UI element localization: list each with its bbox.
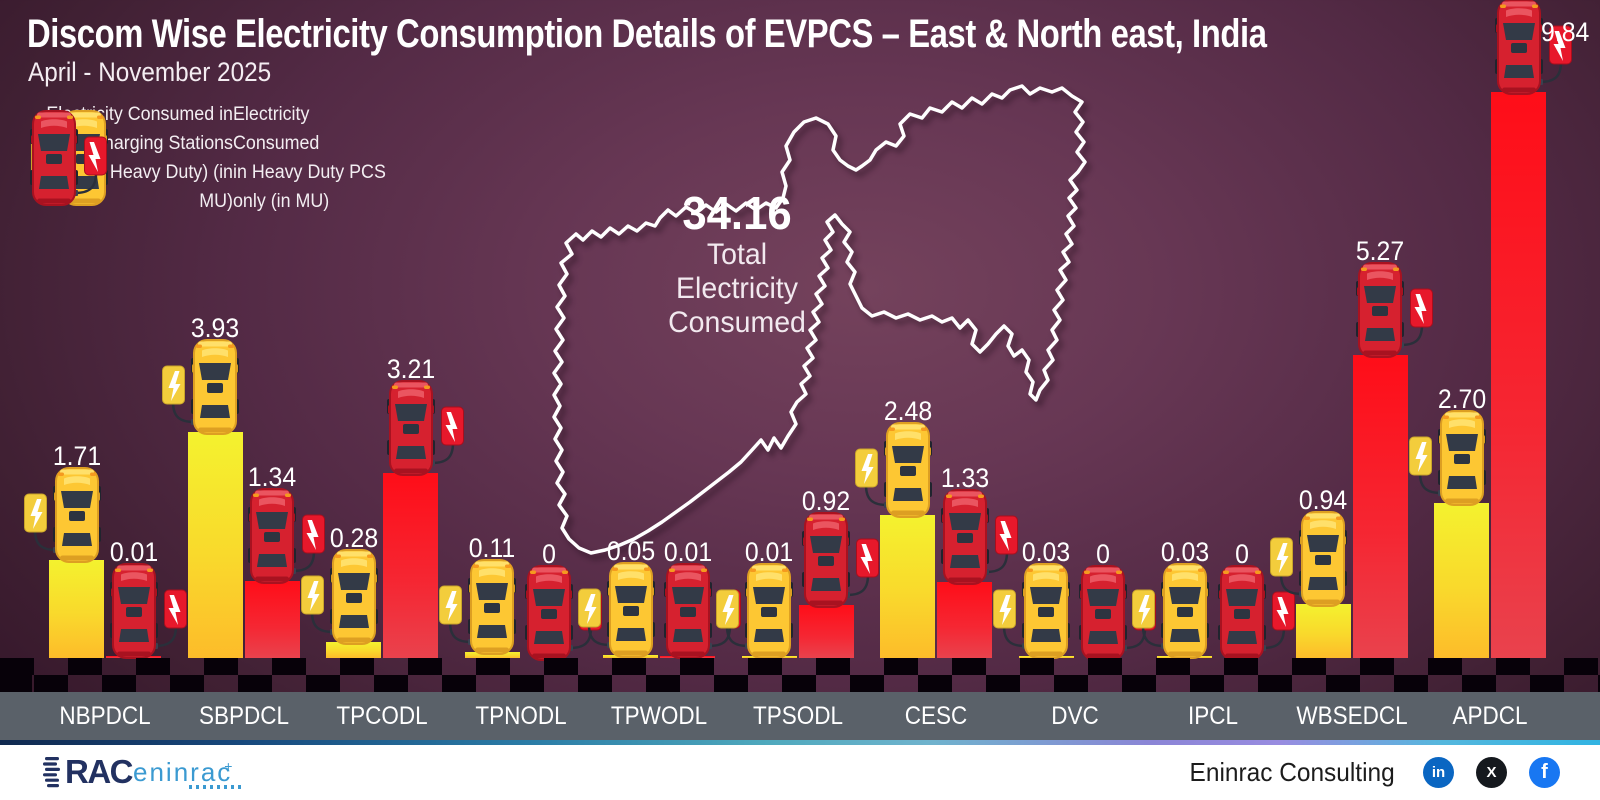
bar-tpsodl-heavy-duty [798,605,854,658]
yellow-ev-car-icon [1269,511,1347,607]
bar-apdcl-heavy-duty [1491,92,1546,658]
bar-wbsedcl-heavy-duty [1352,354,1408,658]
x-icon[interactable]: X [1476,757,1507,788]
yellow-ev-car-icon [438,559,516,655]
red-heavy-duty-car-icon [30,110,108,206]
yellow-ev-car-icon [300,549,378,645]
logo-stripes-icon [43,757,60,788]
bar-cesc-ev [880,515,935,658]
discom-label-tpcodl: TPCODL [336,702,428,730]
value-label-wbsedcl-heavy-duty: 5.27 [1355,235,1405,266]
checkered-strip [0,658,1600,692]
value-label-wbsedcl-ev: 0.94 [1298,484,1348,515]
yellow-ev-car-icon [577,562,655,658]
yellow-ev-car-icon [715,563,793,659]
region-map [540,28,1100,573]
page-subtitle: April - November 2025 [28,57,272,87]
yellow-ev-car-icon [1131,563,1209,659]
value-label-tpcodl-ev: 0.28 [329,522,378,553]
region-map-outline [552,84,1087,555]
value-label-apdcl-heavy-duty: 9.84 [1540,17,1589,48]
discom-label-apdcl: APDCL [1452,702,1528,730]
red-heavy-duty-car-icon [1356,262,1434,358]
accent-divider [0,740,1600,745]
value-label-cesc-heavy-duty: 1.33 [940,462,989,493]
value-label-sbpdcl-ev: 3.93 [190,313,240,344]
yellow-ev-car-icon [1408,410,1486,506]
logo-dots [189,784,243,789]
value-label-tpsodl-heavy-duty: 0.92 [801,486,851,517]
bar-sbpdcl-ev [187,432,243,658]
bar-cesc-heavy-duty [937,581,992,658]
discom-label-wbsedcl: WBSEDCL [1295,702,1408,730]
page-title: Discom Wise Electricity Consumption Deta… [27,12,1267,56]
eninrac-logo[interactable]: RAC eninrac+ [42,753,243,791]
yellow-ev-car-icon [23,467,101,563]
bar-tpcodl-ev [326,641,381,658]
discom-label-tpsodl: TPSODL [752,702,843,730]
value-label-tpwodl-ev: 0.05 [606,536,655,567]
red-heavy-duty-car-icon [110,563,188,659]
bar-tpnodl-ev [464,651,520,658]
total-consumption-label: Total Electricity Consumed [668,238,806,339]
bar-wbsedcl-ev [1295,603,1351,658]
logo-plus-mark: + [224,757,235,774]
logo-rac-text: RAC [65,753,134,790]
yellow-ev-car-icon [992,563,1070,659]
bar-tpcodl-heavy-duty [383,473,438,658]
value-label-tpnodl-heavy-duty: 0 [542,539,556,569]
checkered-row [0,658,1600,675]
chart-legend: Electricity Consumed in EV Charging Stat… [28,100,408,216]
discom-label-tpnodl: TPNODL [474,702,567,730]
discom-label-sbpdcl: SBPDCL [198,702,289,730]
red-heavy-duty-car-icon [387,380,465,476]
total-consumption-value: 34.16 [682,187,792,239]
value-label-tpcodl-heavy-duty: 3.21 [386,354,435,385]
value-label-dvc-ev: 0.03 [1021,537,1071,567]
value-label-nbpdcl-ev: 1.71 [52,440,101,471]
discom-label-nbpdcl: NBPDCL [59,702,151,730]
value-label-ipcl-ev: 0.03 [1160,537,1209,567]
value-label-tpwodl-heavy-duty: 0.01 [663,537,712,567]
value-label-apdcl-ev: 2.70 [1437,383,1486,414]
value-label-sbpdcl-heavy-duty: 1.34 [247,461,297,492]
value-label-dvc-heavy-duty: 0 [1096,539,1110,569]
value-label-nbpdcl-heavy-duty: 0.01 [109,537,158,567]
logo-eninrac-text: eninrac+ [133,757,243,789]
red-heavy-duty-car-icon [802,512,880,608]
checkered-row [0,675,1600,692]
legend-heavy-duty-label: Electricity Consumed in Heavy Duty PCS o… [233,104,386,212]
bar-sbpdcl-heavy-duty [244,580,300,658]
bar-nbpdcl-ev [49,559,104,658]
yellow-ev-car-icon [854,422,932,518]
bar-apdcl-ev [1434,502,1489,658]
value-label-tpnodl-ev: 0.11 [468,532,516,563]
discom-label-tpwodl: TPWODL [610,702,708,730]
value-label-tpsodl-ev: 0.01 [744,537,794,567]
value-label-cesc-ev: 2.48 [883,396,932,427]
facebook-icon[interactable]: f [1529,757,1560,788]
discom-name-strip: NBPDCL SBPDCL TPCODL TPNODL TPWODL TPSODL CESC… [0,692,1600,740]
value-label-ipcl-heavy-duty: 0 [1234,539,1249,569]
company-name: Eninrac Consulting [1189,757,1395,787]
yellow-ev-car-icon [161,339,239,435]
discom-label-ipcl: IPCL [1187,702,1239,730]
discom-label-cesc: CESC [904,702,968,730]
linkedin-icon[interactable]: in [1423,757,1454,788]
discom-label-dvc: DVC [1050,702,1099,730]
